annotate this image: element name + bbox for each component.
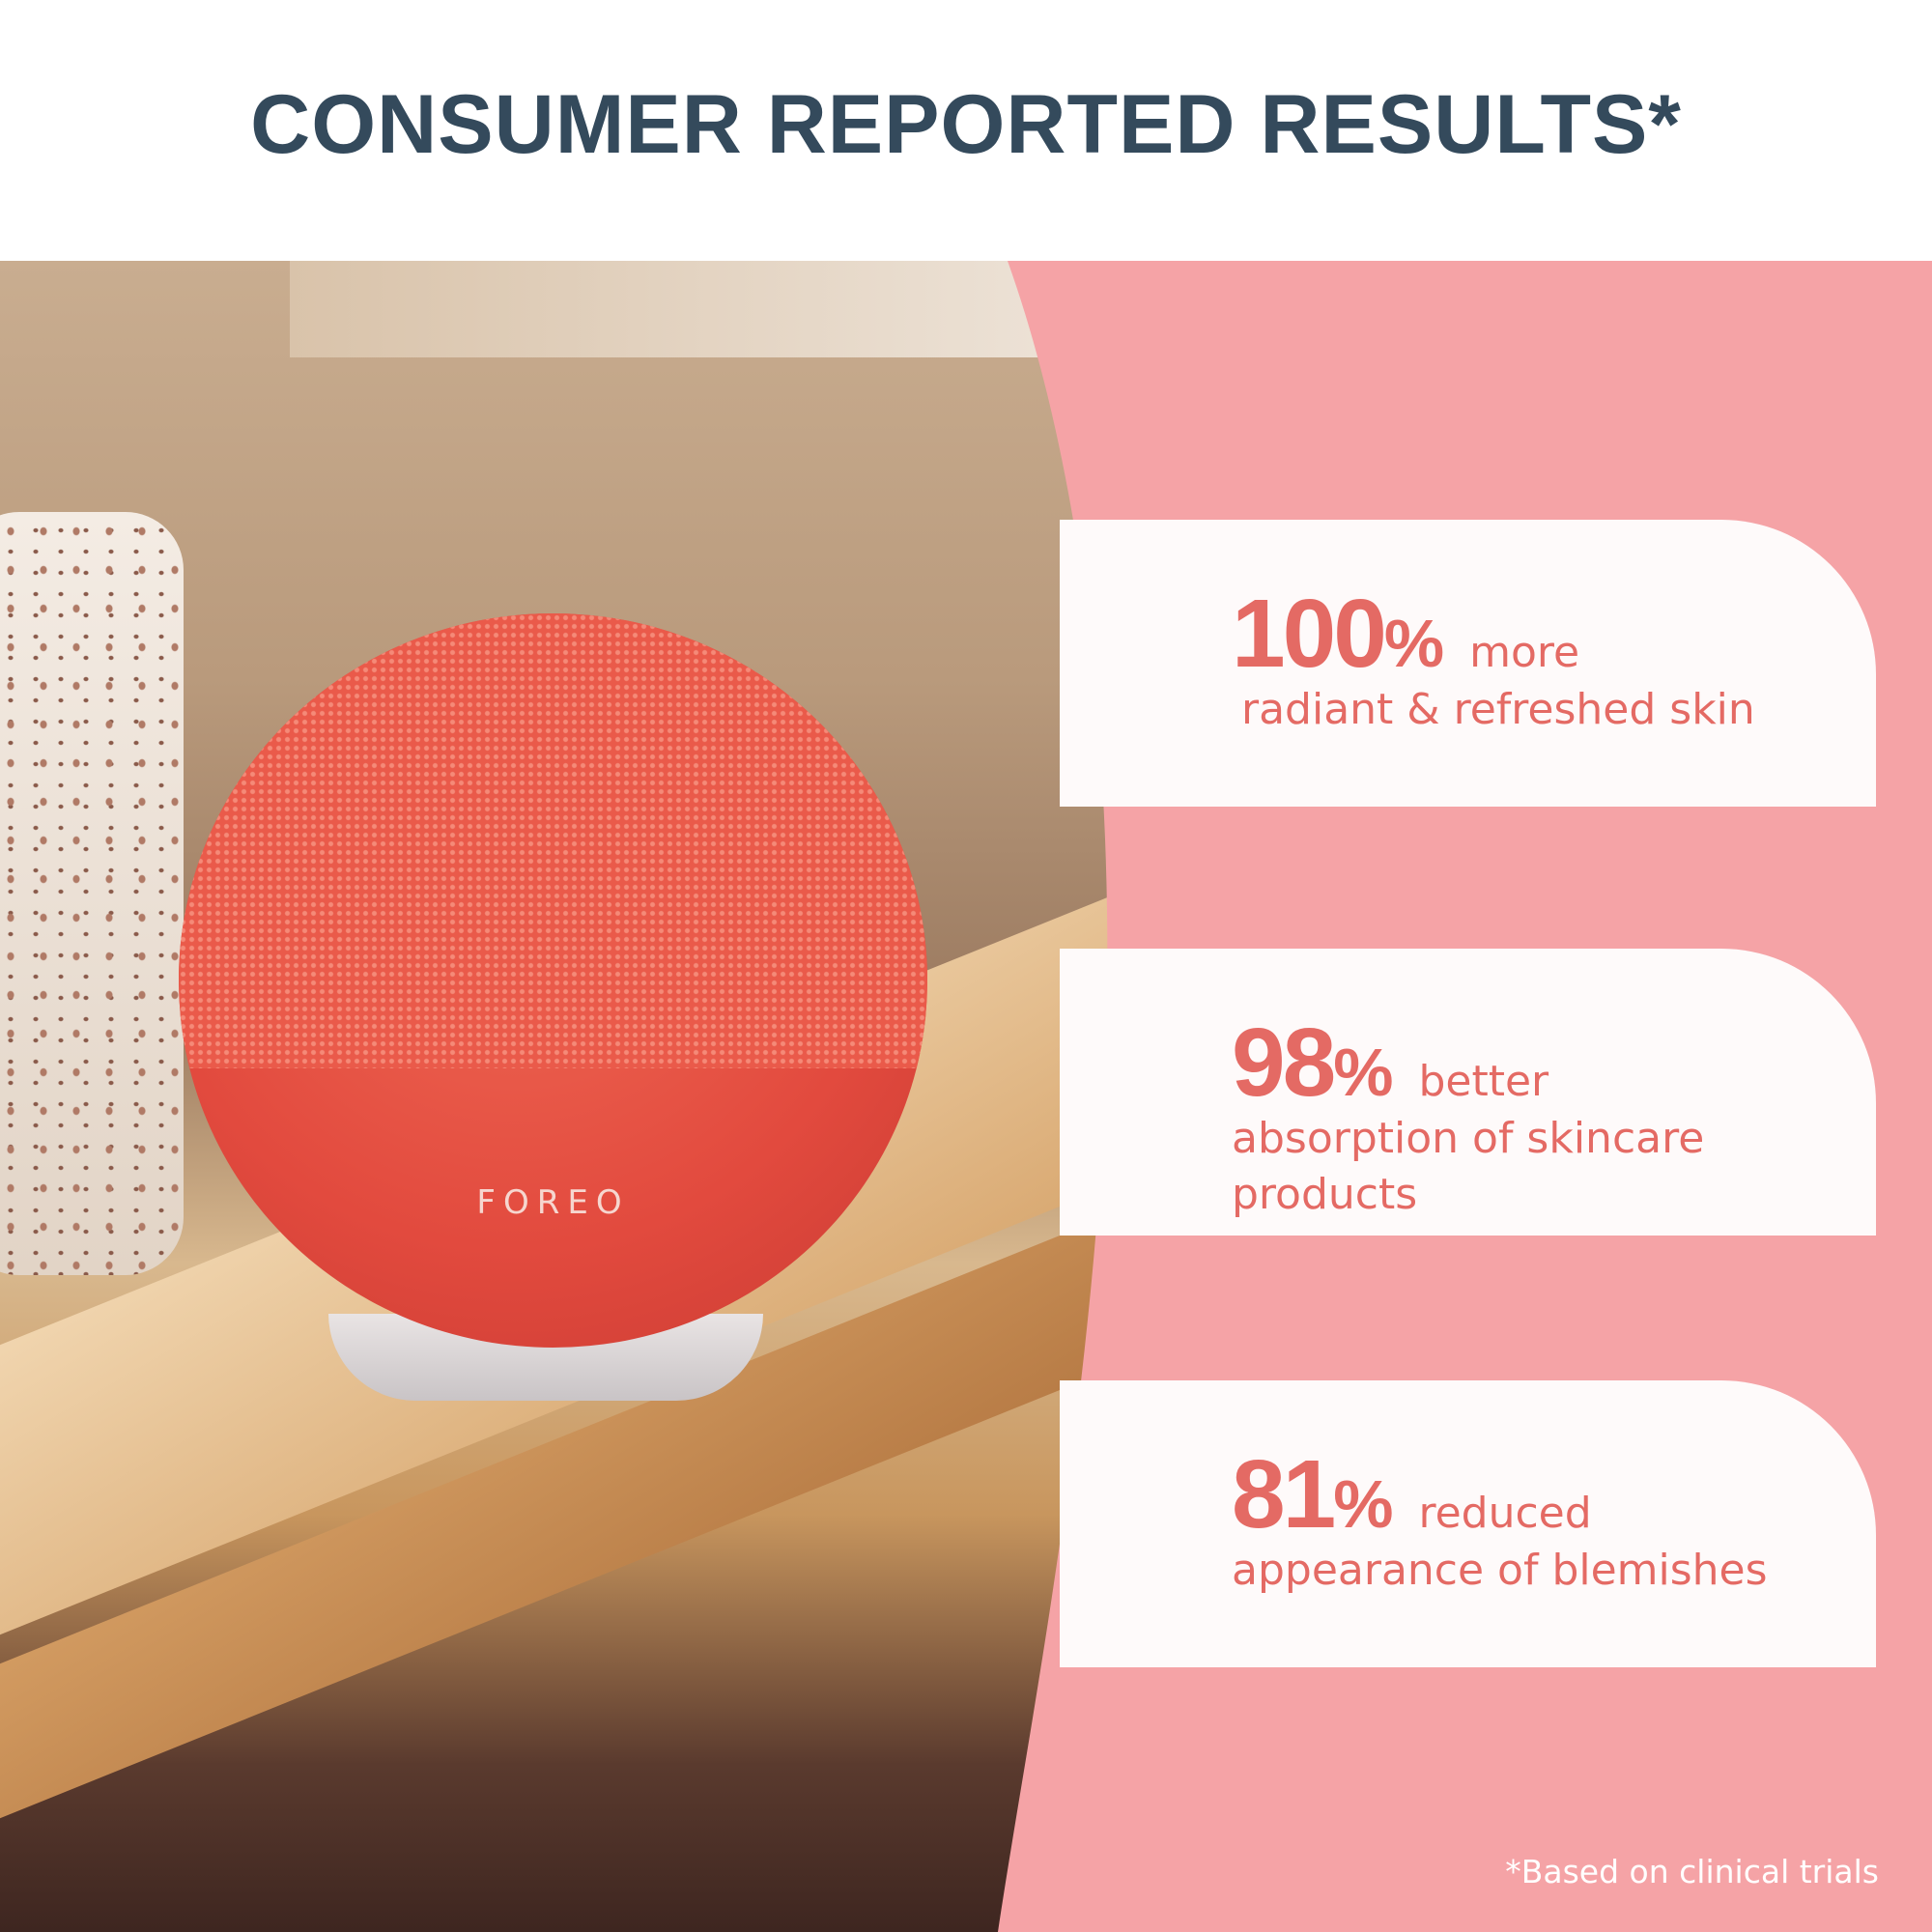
page-title: CONSUMER REPORTED RESULTS* [250, 78, 1682, 171]
stat-description: absorption of skincare products [1232, 1114, 1705, 1219]
stat-percent: % [1383, 606, 1445, 681]
stat-word: reduced [1418, 1489, 1592, 1538]
footnote: *Based on clinical trials [1505, 1853, 1879, 1890]
stat-word: better [1418, 1057, 1549, 1106]
stat-word: more [1469, 628, 1580, 677]
brand-logo: FOREO [476, 1183, 630, 1222]
stat-number: 98 [1232, 1009, 1336, 1117]
stat-card: 98% better absorption of skincare product… [1060, 949, 1876, 1236]
stat-number: 81 [1232, 1440, 1336, 1548]
cleansing-device: FOREO [179, 613, 927, 1348]
stat-percent: % [1333, 1466, 1394, 1542]
stat-description: radiant & refreshed skin [1241, 685, 1755, 734]
product-photo: FOREO [0, 261, 1159, 1932]
silicone-bristles [179, 613, 927, 1069]
stat-card: 81% reduced appearance of blemishes [1060, 1380, 1876, 1667]
terrazzo-vase [0, 512, 184, 1275]
stat-percent: % [1333, 1035, 1394, 1110]
stat-number: 100 [1232, 580, 1387, 688]
stat-description: appearance of blemishes [1232, 1546, 1768, 1595]
stat-card: 100% more radiant & refreshed skin [1060, 520, 1876, 807]
